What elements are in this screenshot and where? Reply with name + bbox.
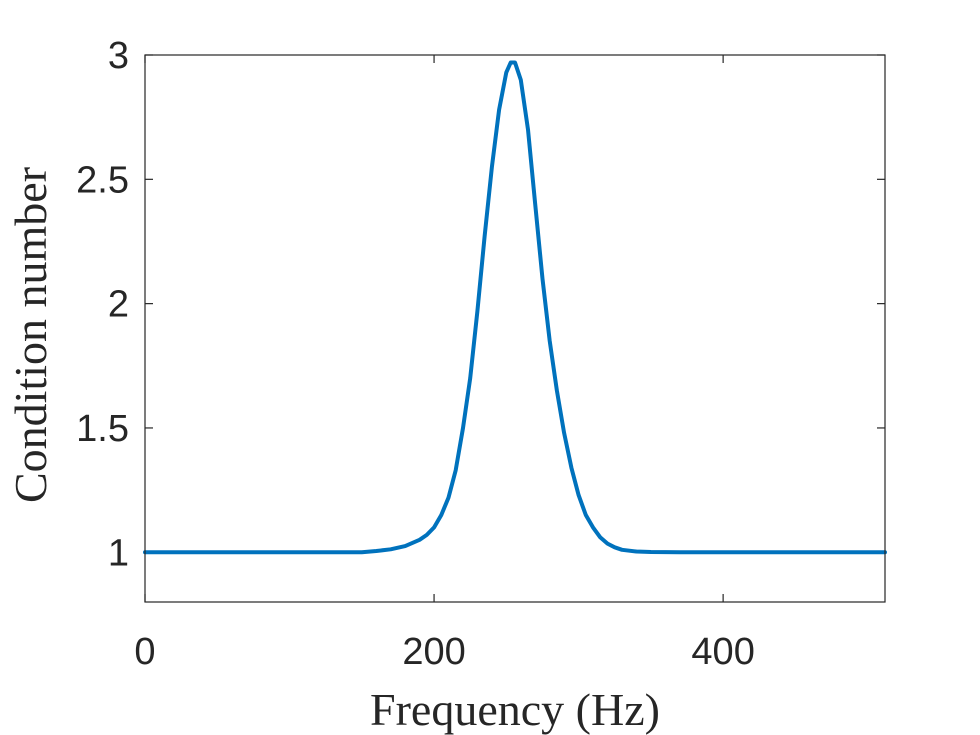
- x-tick-label: 200: [402, 631, 465, 673]
- y-tick-label: 1: [108, 532, 129, 574]
- plot-area-background: [145, 55, 885, 602]
- x-tick-label: 0: [134, 631, 155, 673]
- y-tick-label: 3: [108, 35, 129, 77]
- y-axis-label: Condition number: [5, 167, 56, 503]
- x-axis-label: Frequency (Hz): [370, 684, 660, 735]
- y-tick-label: 2: [108, 284, 129, 326]
- x-tick-label: 400: [691, 631, 754, 673]
- y-tick-label: 2.5: [76, 159, 129, 201]
- y-tick-label: 1.5: [76, 408, 129, 450]
- tick-labels: 0 200 400 1 1.5 2 2.5 3: [76, 35, 755, 673]
- series-line: [143, 60, 887, 555]
- plot-area-frame: [144, 54, 886, 603]
- tick-marks: [144, 54, 885, 602]
